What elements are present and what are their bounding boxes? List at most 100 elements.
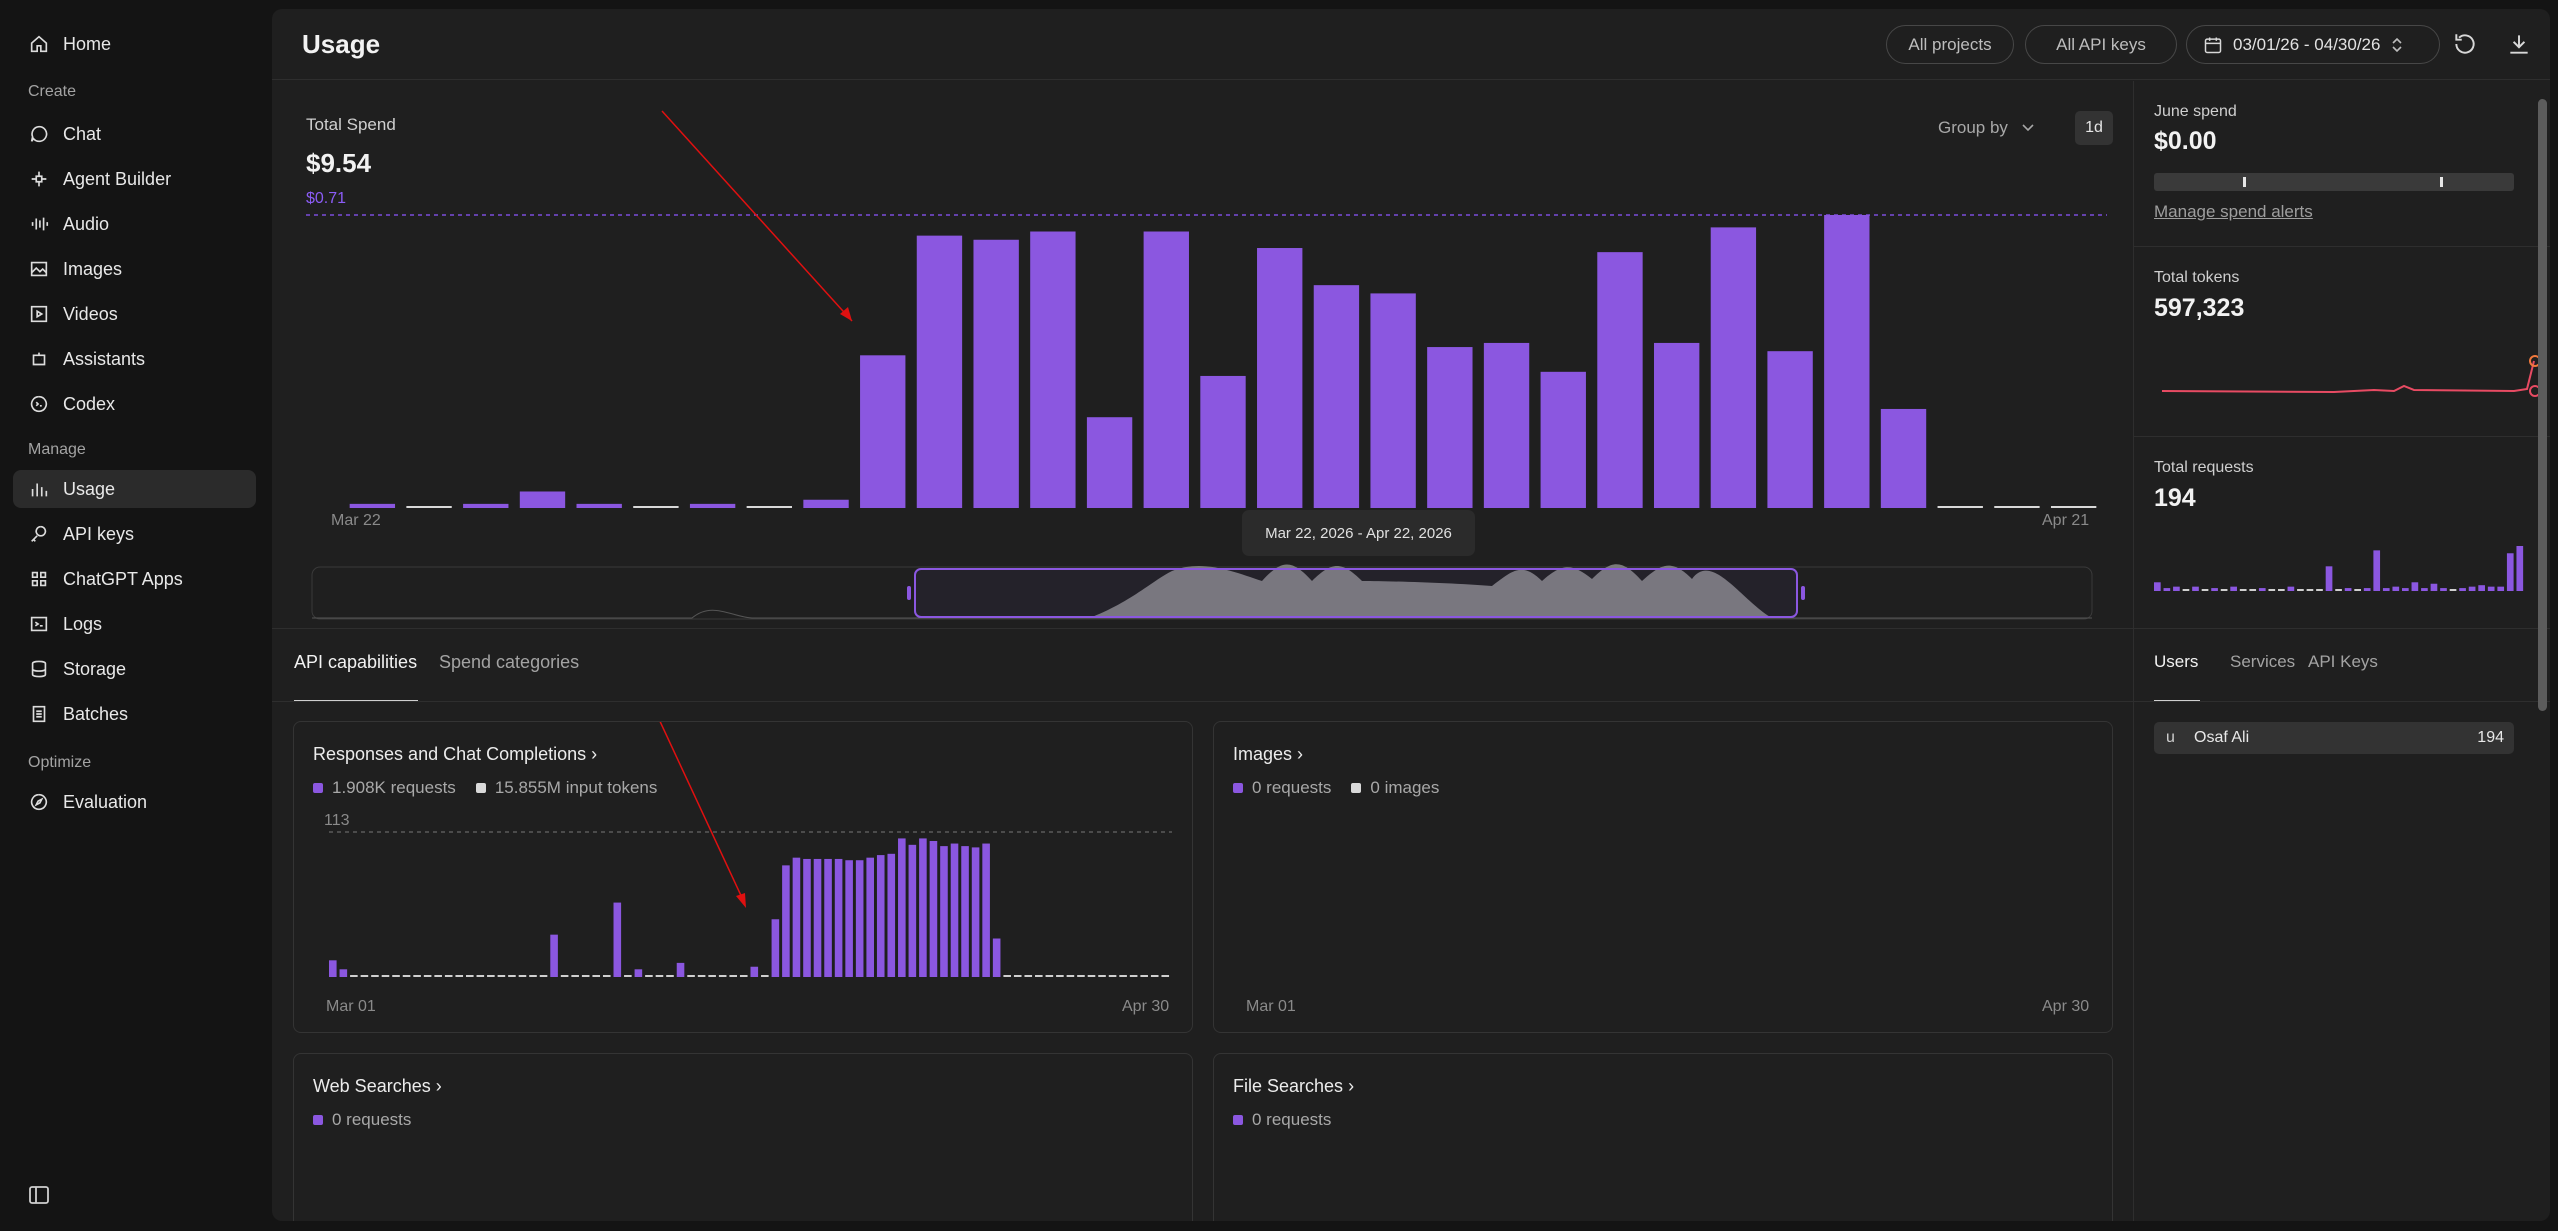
responses-bar[interactable] <box>413 975 421 977</box>
responses-bar[interactable] <box>750 966 759 977</box>
responses-bar[interactable] <box>539 975 548 977</box>
sidebar-item-usage[interactable]: Usage <box>13 470 256 508</box>
responses-bar[interactable] <box>1150 975 1159 977</box>
spend-bar[interactable] <box>1597 252 1643 508</box>
spend-bar[interactable] <box>916 235 963 509</box>
responses-bar[interactable] <box>992 938 1001 977</box>
spend-bar[interactable] <box>349 503 396 508</box>
spend-bar[interactable] <box>1200 375 1246 508</box>
responses-bar[interactable] <box>329 960 337 977</box>
spend-bar[interactable] <box>406 506 452 508</box>
sidebar-item-chatgpt-apps[interactable]: ChatGPT Apps <box>13 560 256 598</box>
responses-bar[interactable] <box>950 843 959 977</box>
spend-bar[interactable] <box>1994 506 2040 508</box>
responses-bar[interactable] <box>455 975 464 977</box>
responses-bar[interactable] <box>1129 975 1138 977</box>
responses-bar[interactable] <box>655 975 664 977</box>
responses-bar[interactable] <box>782 865 790 977</box>
sidebar-item-codex[interactable]: Codex <box>13 385 256 423</box>
images-card-title[interactable]: Images › <box>1233 744 1303 765</box>
responses-bar[interactable] <box>718 975 727 977</box>
range-handle-right[interactable] <box>1801 586 1805 600</box>
responses-bar[interactable] <box>402 975 411 977</box>
responses-bar[interactable] <box>444 975 453 977</box>
spend-bar[interactable] <box>633 506 679 508</box>
spend-bar[interactable] <box>689 503 736 508</box>
responses-bar[interactable] <box>919 838 927 977</box>
sidebar-item-assistants[interactable]: Assistants <box>13 340 256 378</box>
sidebar-item-videos[interactable]: Videos <box>13 295 256 333</box>
responses-bar[interactable] <box>1035 975 1043 977</box>
responses-bar[interactable] <box>624 975 632 977</box>
spend-bar[interactable] <box>1710 227 1757 508</box>
sidebar-item-api-keys[interactable]: API keys <box>13 515 256 553</box>
responses-bar[interactable] <box>1013 975 1022 977</box>
responses-bar[interactable] <box>634 969 643 977</box>
spend-bar[interactable] <box>519 491 566 508</box>
responses-bar[interactable] <box>729 975 738 977</box>
spend-bar[interactable] <box>1030 231 1076 508</box>
responses-bar[interactable] <box>961 846 969 977</box>
spend-bar[interactable] <box>2050 506 2097 508</box>
responses-bar[interactable] <box>371 975 379 977</box>
responses-bar[interactable] <box>360 975 369 977</box>
sidebar-item-audio[interactable]: Audio <box>13 205 256 243</box>
user-row[interactable]: u Osaf Ali 194 <box>2154 722 2514 754</box>
spend-bar[interactable] <box>1653 342 1700 508</box>
responses-bar[interactable] <box>908 844 917 977</box>
spend-bar[interactable] <box>1483 342 1530 508</box>
tab-spend-categories[interactable]: Spend categories <box>439 652 580 672</box>
responses-bar[interactable] <box>434 975 442 977</box>
responses-bar[interactable] <box>392 975 400 977</box>
responses-bar[interactable] <box>792 857 801 977</box>
responses-bar[interactable] <box>1087 975 1096 977</box>
responses-bar[interactable] <box>1161 975 1170 977</box>
responses-bar[interactable] <box>592 975 601 977</box>
web-searches-title[interactable]: Web Searches › <box>313 1076 442 1097</box>
responses-bar[interactable] <box>1024 975 1033 977</box>
sidebar-item-evaluation[interactable]: Evaluation <box>13 783 256 821</box>
spend-bar[interactable] <box>1257 248 1303 508</box>
spend-bar[interactable] <box>1937 506 1983 508</box>
responses-bar[interactable] <box>571 975 579 977</box>
responses-bar[interactable] <box>613 902 622 977</box>
responses-bar[interactable] <box>465 975 474 977</box>
spend-bar[interactable] <box>1427 347 1473 508</box>
responses-bar[interactable] <box>929 840 938 977</box>
tab-users[interactable]: Users <box>2154 652 2199 671</box>
responses-bar[interactable] <box>982 843 990 977</box>
spend-bar[interactable] <box>1086 417 1133 508</box>
responses-bar[interactable] <box>581 975 590 977</box>
responses-bar[interactable] <box>1098 975 1106 977</box>
responses-bar[interactable] <box>1045 975 1054 977</box>
responses-bar[interactable] <box>708 975 716 977</box>
responses-bar[interactable] <box>697 975 706 977</box>
spend-bar[interactable] <box>746 506 793 508</box>
responses-bar[interactable] <box>771 919 780 977</box>
responses-bar[interactable] <box>602 975 611 977</box>
sidebar-item-chat[interactable]: Chat <box>13 115 256 153</box>
responses-bar[interactable] <box>381 975 390 977</box>
spend-bar[interactable] <box>1540 371 1586 508</box>
sidebar-item-images[interactable]: Images <box>13 250 256 288</box>
responses-bar[interactable] <box>1003 975 1011 977</box>
all-api-keys-filter[interactable]: All API keys <box>2025 25 2177 64</box>
responses-bar[interactable] <box>518 975 527 977</box>
responses-bar[interactable] <box>855 860 864 977</box>
responses-bar[interactable] <box>676 962 685 977</box>
responses-bar[interactable] <box>1119 975 1127 977</box>
responses-bar[interactable] <box>1140 975 1148 977</box>
file-searches-title[interactable]: File Searches › <box>1233 1076 1354 1097</box>
tab-api-capabilities[interactable]: API capabilities <box>294 652 418 672</box>
date-range-picker[interactable]: 03/01/26 - 04/30/26 <box>2186 25 2440 64</box>
spend-bar[interactable] <box>463 503 509 508</box>
responses-bar[interactable] <box>866 857 874 977</box>
responses-bar[interactable] <box>1056 975 1064 977</box>
responses-bar[interactable] <box>350 975 358 977</box>
responses-bar[interactable] <box>971 847 980 977</box>
responses-bar[interactable] <box>824 858 832 977</box>
responses-bar[interactable] <box>687 975 695 977</box>
responses-bar[interactable] <box>1066 975 1075 977</box>
spend-bar[interactable] <box>803 499 849 508</box>
spend-bar[interactable] <box>1313 285 1360 508</box>
